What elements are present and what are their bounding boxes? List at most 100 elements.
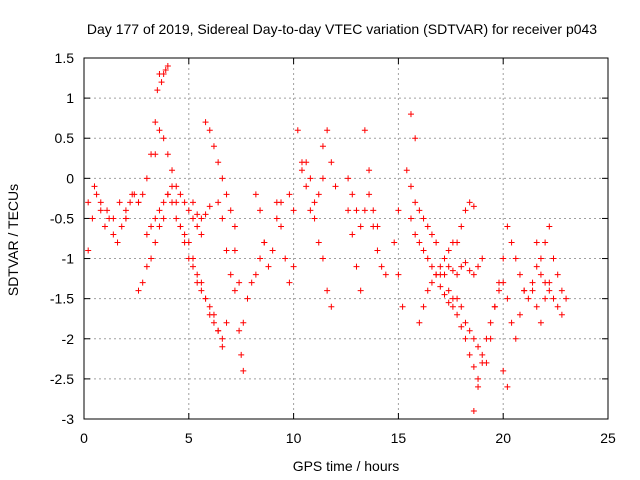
data-points xyxy=(85,63,570,414)
data-point xyxy=(449,303,456,310)
data-point xyxy=(416,207,423,214)
series-arc-5 xyxy=(135,63,171,206)
data-point xyxy=(324,287,331,294)
data-point xyxy=(458,223,465,230)
data-point xyxy=(231,287,238,294)
data-point xyxy=(324,127,331,134)
data-point xyxy=(487,319,494,326)
grid xyxy=(84,58,608,419)
data-point xyxy=(91,183,98,190)
data-point xyxy=(529,287,536,294)
y-tick-label: -1 xyxy=(62,251,75,267)
data-point xyxy=(85,247,92,254)
y-tick-label: 1.5 xyxy=(55,50,75,66)
series-arc-12 xyxy=(236,327,247,374)
data-point xyxy=(546,223,553,230)
data-point xyxy=(122,207,129,214)
series-arc-7 xyxy=(143,191,226,350)
data-point xyxy=(395,271,402,278)
data-point xyxy=(512,255,519,262)
x-tick-label: 15 xyxy=(391,430,407,446)
data-point xyxy=(454,239,461,246)
data-point xyxy=(420,215,427,222)
data-point xyxy=(378,263,385,270)
data-point xyxy=(290,263,297,270)
data-point xyxy=(319,143,326,150)
data-point xyxy=(349,231,356,238)
data-point xyxy=(219,215,226,222)
data-point xyxy=(441,255,448,262)
data-point xyxy=(529,279,536,286)
data-point xyxy=(319,255,326,262)
data-point xyxy=(135,199,142,206)
data-point xyxy=(462,259,469,266)
data-point xyxy=(542,295,549,302)
data-point xyxy=(210,319,217,326)
series-arc-37 xyxy=(533,223,570,302)
data-point xyxy=(198,287,205,294)
data-point xyxy=(122,215,129,222)
data-point xyxy=(424,287,431,294)
series-arc-6 xyxy=(152,127,230,342)
data-point xyxy=(445,299,452,306)
data-point xyxy=(353,207,360,214)
data-point xyxy=(483,335,490,342)
data-point xyxy=(311,215,318,222)
data-point xyxy=(366,191,373,198)
data-point xyxy=(315,191,322,198)
series-arc-36 xyxy=(500,367,511,390)
data-point xyxy=(202,295,209,302)
data-point xyxy=(215,159,222,166)
data-point xyxy=(303,159,310,166)
data-point xyxy=(173,183,180,190)
data-point xyxy=(412,231,419,238)
data-point xyxy=(177,191,184,198)
data-point xyxy=(219,335,226,342)
axis-ticks: 1.5 1 0.5 0 -0.5 -1 -1.5 -2 -2.5 -3 0 5 10 15 20 25 xyxy=(50,50,616,446)
data-point xyxy=(311,199,318,206)
data-point xyxy=(500,255,507,262)
series-arc-30 xyxy=(407,215,482,382)
chart-title: Day 177 of 2019, Sidereal Day-to-day VTE… xyxy=(87,21,597,37)
data-point xyxy=(219,175,226,182)
data-point xyxy=(210,143,217,150)
data-point xyxy=(366,167,373,174)
data-point xyxy=(215,199,222,206)
data-point xyxy=(445,263,452,270)
series-arc-14 xyxy=(252,239,268,278)
data-point xyxy=(420,247,427,254)
data-point xyxy=(496,287,503,294)
series-arc-1 xyxy=(85,191,129,254)
series-arc-27 xyxy=(395,207,406,310)
data-point xyxy=(516,271,523,278)
series-arc-9 xyxy=(202,119,238,230)
series-arc-22 xyxy=(345,175,381,230)
x-tick-label: 5 xyxy=(185,430,193,446)
data-point xyxy=(244,295,251,302)
data-point xyxy=(361,207,368,214)
data-point xyxy=(512,335,519,342)
data-point xyxy=(148,223,155,230)
data-point xyxy=(345,207,352,214)
data-point xyxy=(278,223,285,230)
data-point xyxy=(537,271,544,278)
y-tick-label: -3 xyxy=(62,411,75,427)
data-point xyxy=(298,167,305,174)
x-axis-label: GPS time / hours xyxy=(293,458,400,474)
data-point xyxy=(521,287,528,294)
data-point xyxy=(407,215,414,222)
x-tick-label: 10 xyxy=(286,430,302,446)
series-arc-18 xyxy=(298,159,318,206)
data-point xyxy=(345,175,352,182)
data-point xyxy=(395,207,402,214)
data-point xyxy=(508,319,515,326)
data-point xyxy=(257,207,264,214)
data-point xyxy=(202,211,209,218)
data-point xyxy=(189,215,196,222)
data-point xyxy=(466,351,473,358)
data-point xyxy=(189,255,196,262)
data-point xyxy=(290,207,297,214)
data-point xyxy=(210,311,217,318)
data-point xyxy=(466,327,473,334)
